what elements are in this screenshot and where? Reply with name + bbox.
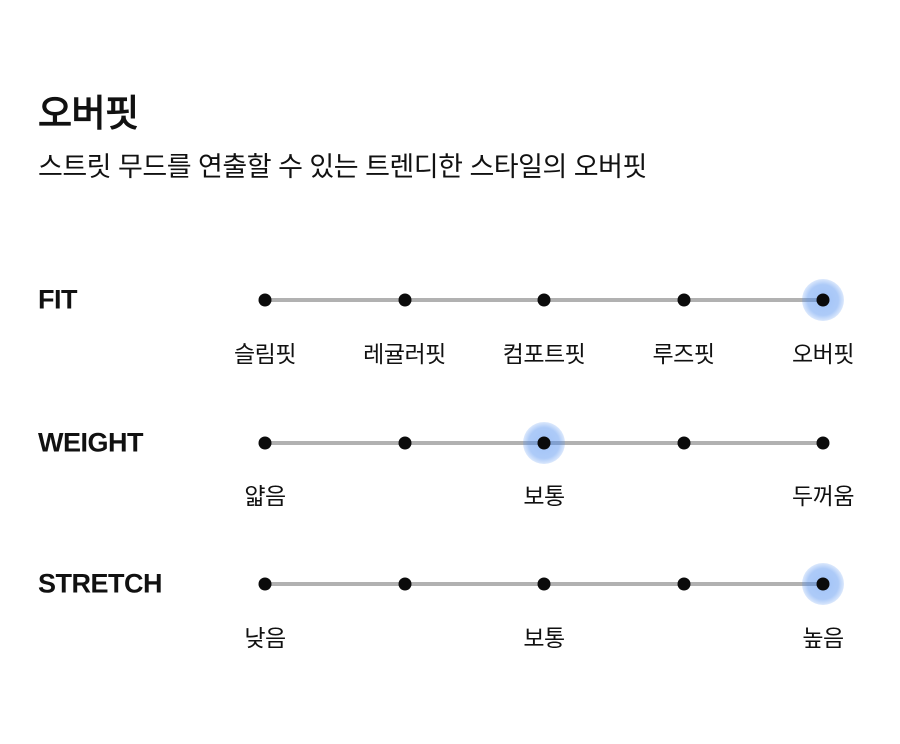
scale-point-label: 높음 [802, 625, 844, 651]
scale-title-fit: FIT [38, 284, 78, 315]
scale-point-label: 레귤러핏 [363, 341, 446, 367]
scale-dot [677, 436, 690, 450]
scale-point-label: 두꺼움 [792, 483, 854, 509]
scale-dot [258, 293, 272, 307]
scale-dot [816, 436, 830, 450]
scale-point-label: 컴포트핏 [502, 341, 586, 367]
scale-point-label: 보통 [523, 483, 565, 509]
scale-dot [398, 436, 411, 450]
scale-dot [258, 436, 272, 450]
scale-dot [537, 293, 551, 307]
scale-dot [258, 577, 272, 591]
scale-dot-selected [537, 436, 551, 450]
scale-dot [677, 293, 690, 307]
scale-point-label: 얇음 [244, 483, 286, 509]
scale-dot [677, 577, 690, 591]
scale-point-label: 오버핏 [792, 341, 854, 367]
scale-point-label: 낮음 [244, 625, 286, 651]
scale-point-label: 루즈핏 [652, 341, 715, 367]
scale-dot [537, 577, 551, 591]
scale-point-label: 보통 [523, 625, 565, 651]
scale-title-stretch: STRETCH [38, 568, 163, 599]
page-title: 오버핏 [38, 93, 139, 134]
scale-point-label: 슬림핏 [234, 341, 296, 367]
page-subtitle: 스트릿 무드를 연출할 수 있는 트렌디한 스타일의 오버핏 [38, 152, 647, 182]
scale-dot [398, 293, 411, 307]
scale-dot-selected [816, 293, 830, 307]
scale-dot [398, 577, 411, 591]
scale-dot-selected [816, 577, 830, 591]
scale-title-weight: WEIGHT [38, 427, 144, 458]
